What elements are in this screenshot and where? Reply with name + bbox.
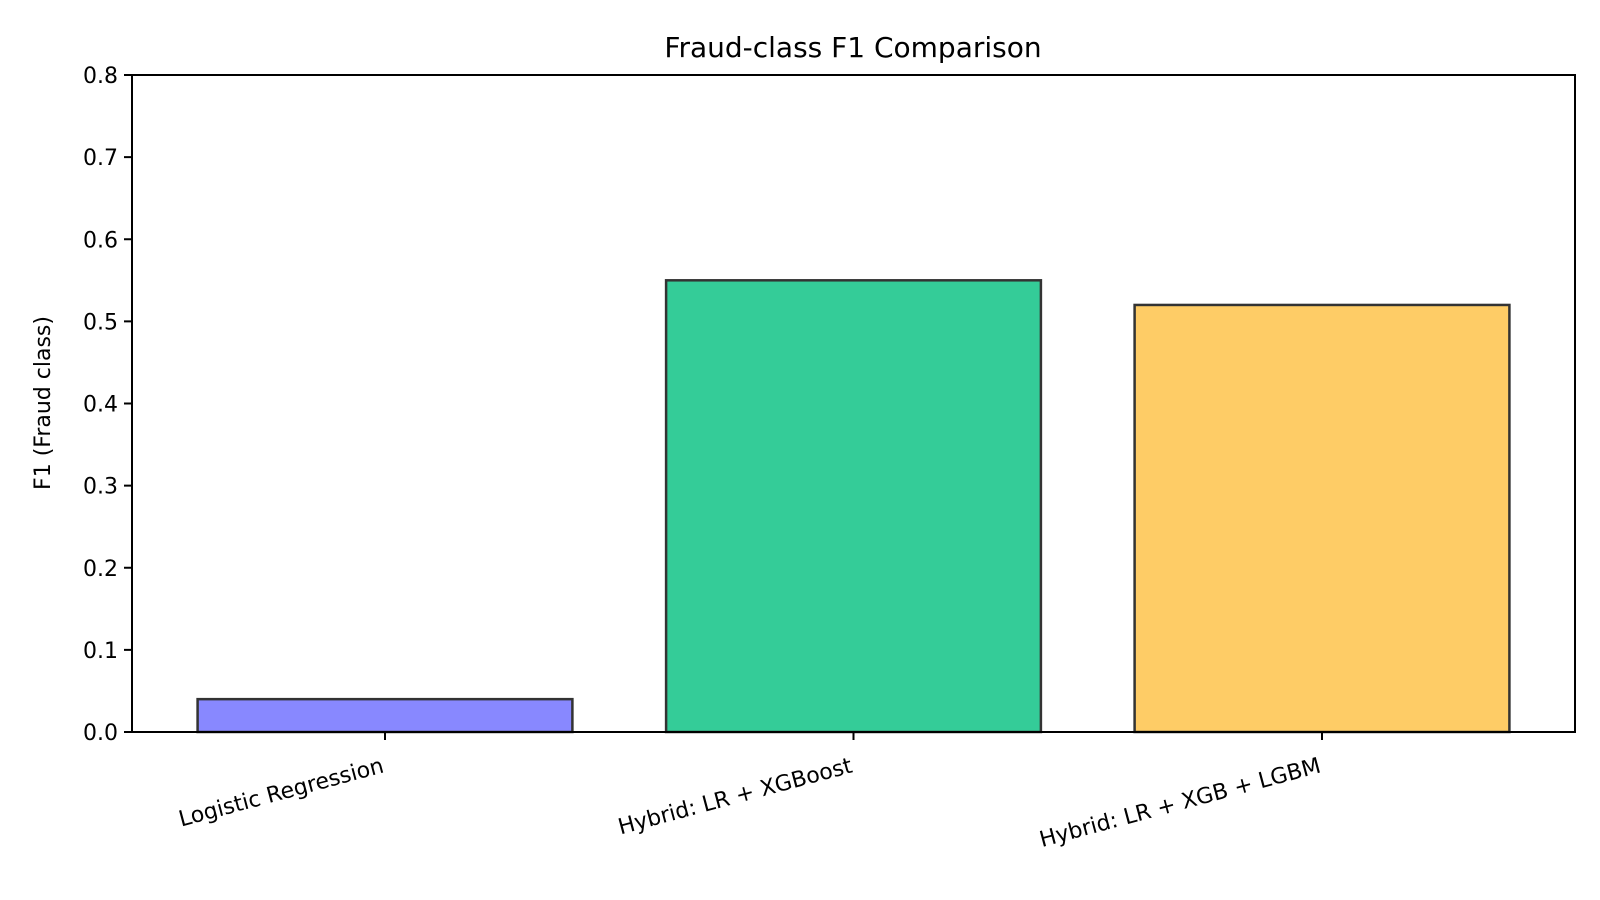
bar-2 [664, 279, 1043, 734]
x-tick-label: Hybrid: LR + XGB + LGBM [1037, 754, 1324, 853]
bar-3 [1133, 303, 1511, 734]
bar-1 [196, 697, 574, 734]
y-tick-label: 0.5 [83, 310, 118, 335]
y-tick-label: 0.3 [83, 475, 118, 500]
y-tick-label: 0.6 [83, 228, 118, 253]
y-tick-label: 0.4 [83, 393, 118, 418]
y-tick-label: 0.8 [83, 64, 118, 89]
bars-layer [196, 279, 1511, 734]
y-tick-label: 0.7 [83, 146, 118, 171]
x-tick-label: Hybrid: LR + XGBoost [616, 754, 856, 841]
chart-title: Fraud-class F1 Comparison [664, 31, 1041, 64]
y-axis-label: F1 (Fraud class) [31, 316, 56, 490]
y-tick-label: 0.1 [83, 639, 118, 664]
x-tick-label: Logistic Regression [176, 754, 386, 833]
y-tick-label: 0.0 [83, 721, 118, 746]
y-tick-label: 0.2 [83, 557, 118, 582]
